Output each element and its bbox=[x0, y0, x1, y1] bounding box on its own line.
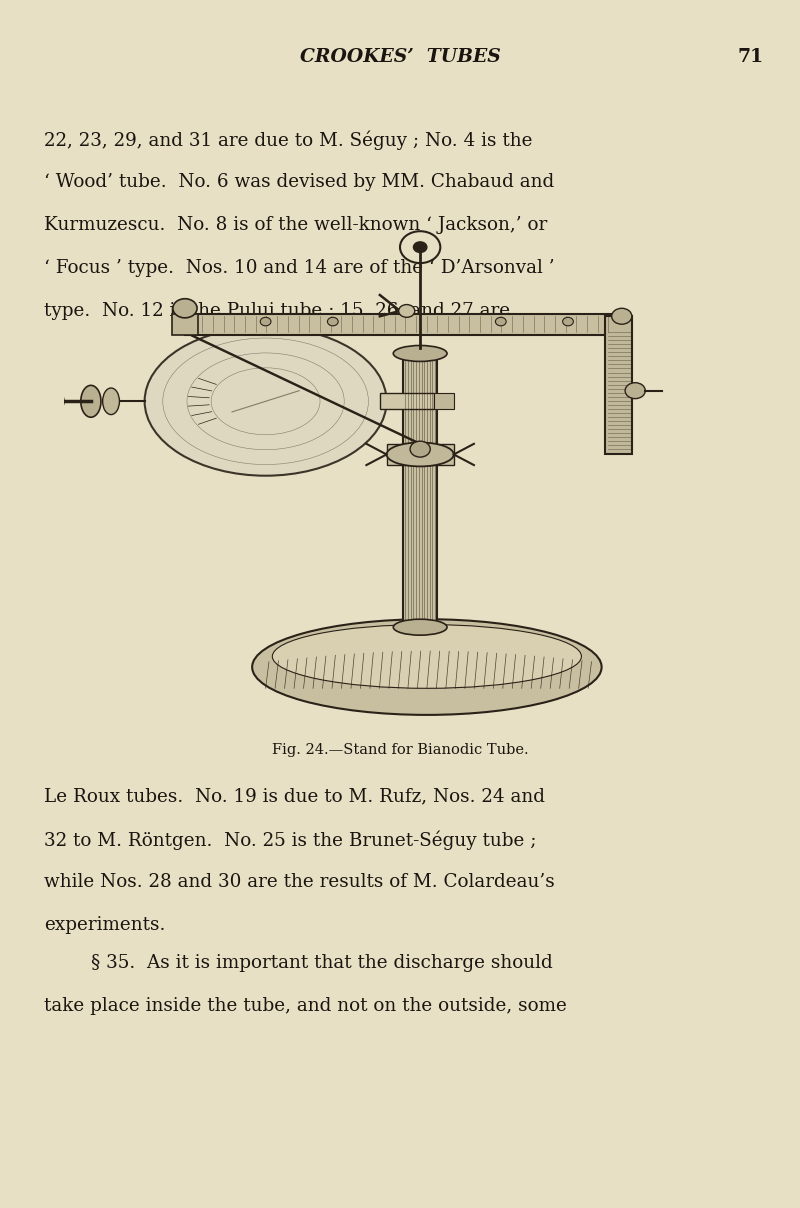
Text: § 35.  As it is important that the discharge should: § 35. As it is important that the discha… bbox=[44, 954, 553, 972]
Bar bbox=[403, 354, 437, 629]
Ellipse shape bbox=[272, 625, 582, 689]
Circle shape bbox=[562, 318, 574, 326]
Text: 22, 23, 29, and 31 are due to M. Séguy ; No. 4 is the: 22, 23, 29, and 31 are due to M. Séguy ;… bbox=[44, 130, 533, 150]
Bar bbox=[185, 314, 615, 335]
Text: ‘ Wood’ tube.  No. 6 was devised by MM. Chabaud and: ‘ Wood’ tube. No. 6 was devised by MM. C… bbox=[44, 173, 554, 191]
Text: Le Roux tubes.  No. 19 is due to M. Rufz, Nos. 24 and: Le Roux tubes. No. 19 is due to M. Rufz,… bbox=[44, 788, 545, 806]
Circle shape bbox=[495, 318, 506, 326]
Circle shape bbox=[327, 318, 338, 326]
Ellipse shape bbox=[50, 390, 64, 412]
Text: while Nos. 28 and 30 are the results of M. Colardeau’s: while Nos. 28 and 30 are the results of … bbox=[44, 873, 554, 892]
Ellipse shape bbox=[394, 345, 447, 361]
Circle shape bbox=[414, 242, 427, 252]
Circle shape bbox=[410, 441, 430, 457]
Ellipse shape bbox=[102, 388, 119, 414]
Ellipse shape bbox=[394, 620, 447, 635]
Text: type.  No. 12 is the Puluj tube ; 15, 26, and 27 are: type. No. 12 is the Puluj tube ; 15, 26,… bbox=[44, 302, 510, 320]
Circle shape bbox=[625, 383, 646, 399]
Circle shape bbox=[398, 304, 414, 318]
Ellipse shape bbox=[81, 385, 101, 417]
Bar bbox=[605, 316, 632, 454]
Bar bbox=[434, 394, 454, 410]
Text: CROOKES’  TUBES: CROOKES’ TUBES bbox=[300, 48, 500, 66]
Bar bbox=[380, 394, 434, 410]
Text: experiments.: experiments. bbox=[44, 916, 166, 934]
Text: ‘ Focus ’ type.  Nos. 10 and 14 are of the ‘ D’Arsonval ’: ‘ Focus ’ type. Nos. 10 and 14 are of th… bbox=[44, 259, 554, 277]
Circle shape bbox=[260, 318, 271, 326]
Ellipse shape bbox=[386, 442, 454, 466]
Circle shape bbox=[173, 298, 197, 318]
Text: Kurmuzescu.  No. 8 is of the well-known ‘ Jackson,’ or: Kurmuzescu. No. 8 is of the well-known ‘… bbox=[44, 216, 547, 234]
Text: 71: 71 bbox=[738, 48, 764, 66]
Bar bbox=[171, 314, 198, 335]
Text: take place inside the tube, and not on the outside, some: take place inside the tube, and not on t… bbox=[44, 998, 567, 1015]
Ellipse shape bbox=[145, 327, 386, 476]
Text: Fig. 24.—Stand for Bianodic Tube.: Fig. 24.—Stand for Bianodic Tube. bbox=[272, 743, 528, 757]
Text: 32 to M. Röntgen.  No. 25 is the Brunet-Séguy tube ;: 32 to M. Röntgen. No. 25 is the Brunet-S… bbox=[44, 831, 537, 850]
Circle shape bbox=[612, 308, 632, 324]
Bar bbox=[386, 443, 454, 465]
Ellipse shape bbox=[252, 620, 602, 715]
